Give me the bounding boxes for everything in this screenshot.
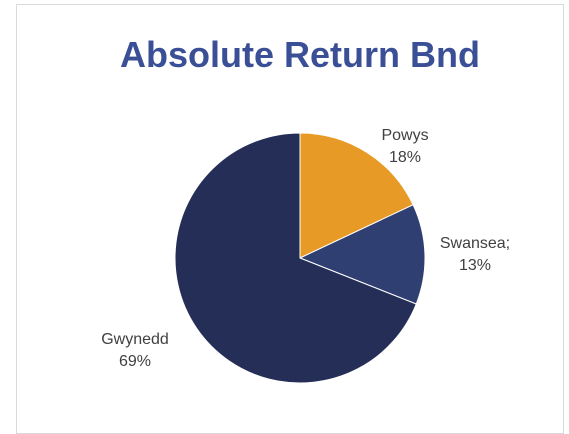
slice-label-name: Gwynedd	[101, 331, 169, 348]
slice-label-name: Powys	[381, 127, 428, 144]
pie-slice-gwynedd	[174, 132, 417, 384]
slice-label-value: 69%	[119, 353, 151, 370]
pie-slice-powys	[299, 132, 414, 259]
slice-label-name: Swansea;	[440, 235, 510, 252]
chart-title: Absolute Return Bnd	[120, 34, 480, 75]
slice-label-value: 18%	[389, 149, 421, 166]
pie-slice-swansea	[298, 204, 426, 305]
slice-label-value: 13%	[459, 257, 491, 274]
